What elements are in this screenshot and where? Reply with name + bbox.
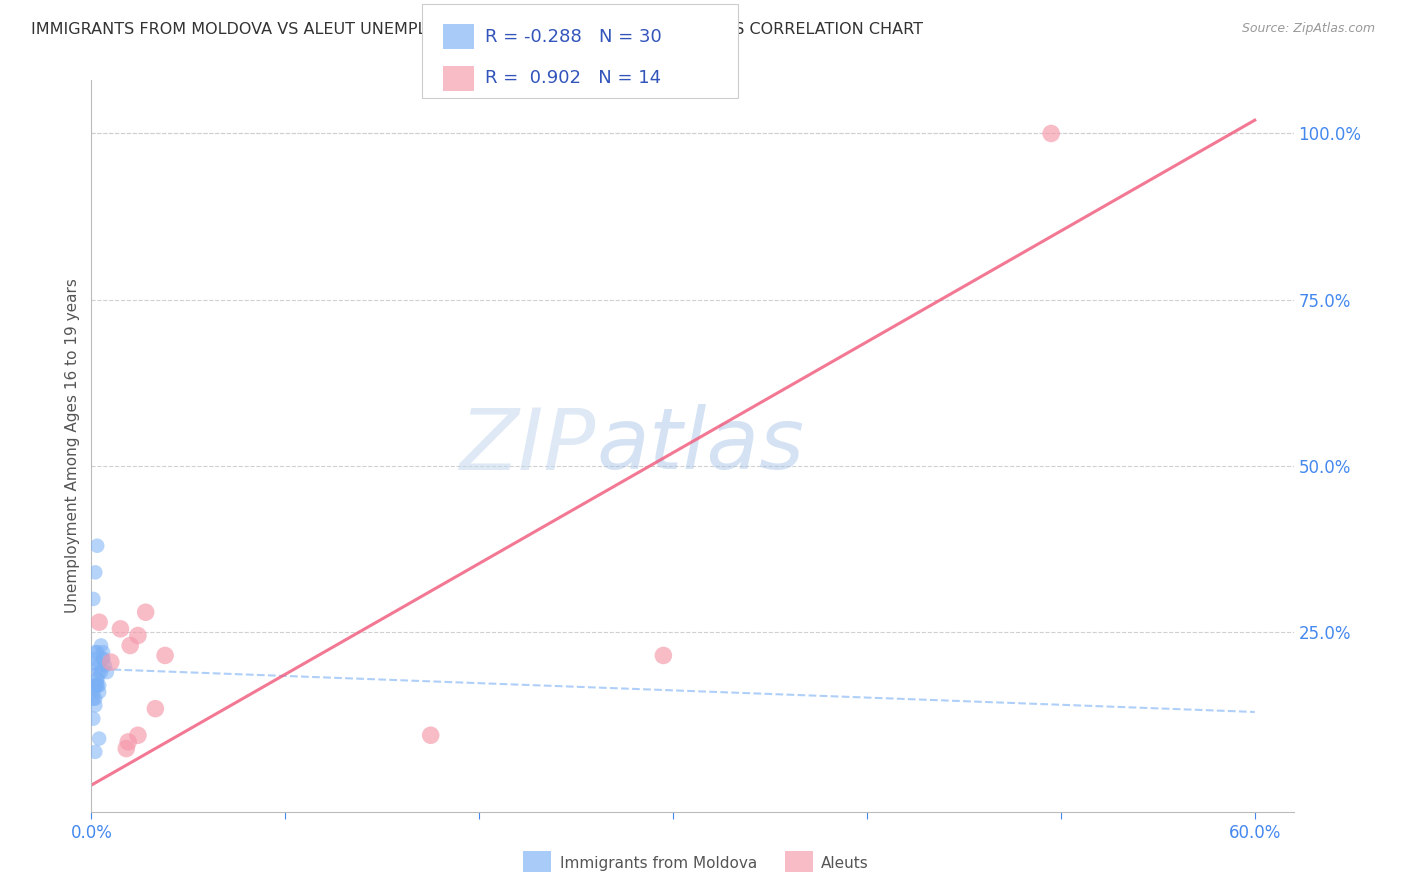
Point (419, 728, 441, 742)
Point (82, 691, 104, 706)
Point (96, 665, 118, 679)
Point (82, 712, 104, 726)
Point (127, 628, 149, 642)
Point (94, 658, 117, 673)
Text: R =  0.902   N = 14: R = 0.902 N = 14 (485, 70, 661, 87)
Point (91, 645, 114, 659)
Point (100, 655, 122, 669)
Point (145, 701, 167, 715)
Text: Source: ZipAtlas.com: Source: ZipAtlas.com (1241, 22, 1375, 36)
Text: R = -0.288   N = 30: R = -0.288 N = 30 (485, 28, 662, 45)
Point (86, 678, 108, 692)
Point (135, 605, 157, 619)
Point (82, 658, 104, 673)
Point (84, 691, 107, 706)
Point (89, 678, 111, 692)
Point (89, 658, 111, 673)
Point (86, 672, 108, 686)
Point (652, 648, 675, 663)
Point (89, 685, 111, 699)
Point (117, 735, 139, 749)
Point (110, 622, 132, 636)
Point (82, 591, 104, 606)
Point (153, 648, 176, 663)
Point (86, 539, 108, 553)
Point (84, 566, 107, 580)
Point (90, 665, 112, 679)
Point (127, 728, 149, 742)
Point (115, 741, 138, 756)
Text: atlas: atlas (596, 404, 804, 488)
Point (84, 698, 107, 713)
Point (89, 615, 111, 630)
Point (1040, 127, 1063, 141)
Point (89, 731, 111, 746)
Point (84, 652, 107, 666)
Point (89, 665, 111, 679)
Y-axis label: Unemployment Among Ages 16 to 19 years: Unemployment Among Ages 16 to 19 years (65, 278, 80, 614)
Point (86, 678, 108, 692)
Point (82, 685, 104, 699)
Text: IMMIGRANTS FROM MOLDOVA VS ALEUT UNEMPLOYMENT AMONG AGES 16 TO 19 YEARS CORRELAT: IMMIGRANTS FROM MOLDOVA VS ALEUT UNEMPLO… (31, 22, 922, 37)
Point (84, 645, 107, 659)
Point (84, 745, 107, 759)
Point (86, 645, 108, 659)
Text: Aleuts: Aleuts (821, 856, 869, 871)
Point (91, 652, 114, 666)
Point (84, 678, 107, 692)
Text: ZIP: ZIP (460, 404, 596, 488)
Point (90, 639, 112, 653)
Point (120, 639, 142, 653)
Text: Immigrants from Moldova: Immigrants from Moldova (560, 856, 756, 871)
Point (91, 652, 114, 666)
Point (86, 672, 108, 686)
